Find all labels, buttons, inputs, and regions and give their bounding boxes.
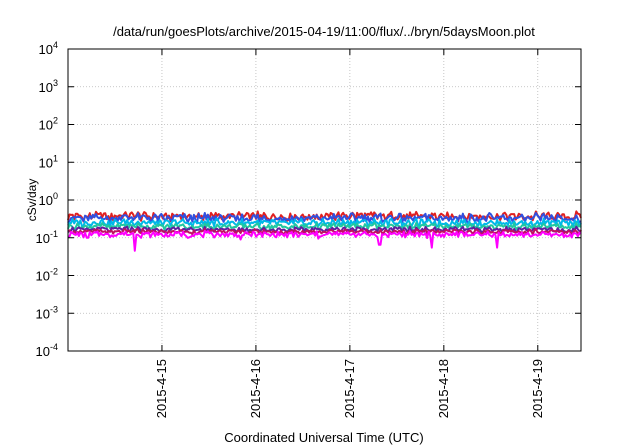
y-tick-label: 10-4: [36, 342, 58, 359]
series-lines: [67, 210, 582, 252]
x-tick-label: 2015-4-15: [154, 359, 169, 418]
y-tick-label: 10-2: [36, 267, 58, 284]
series-line: [67, 212, 582, 224]
grid: [68, 49, 581, 351]
series-line: [67, 217, 582, 229]
y-tick-label: 100: [39, 191, 58, 208]
plot-frame: [67, 48, 582, 352]
y-tick-label: 10-1: [36, 229, 58, 246]
x-tick-label: 2015-4-19: [530, 359, 545, 418]
x-tick-label: 2015-4-16: [248, 359, 263, 418]
y-axis: 10-4 10-3 10-2 10-1 100 101 102 103 104: [36, 40, 581, 359]
x-axis: 2015-4-15 2015-4-16 2015-4-17 2015-4-18 2015…: [154, 49, 545, 418]
x-axis-label: Coordinated Universal Time (UTC): [224, 430, 423, 445]
chart-title: /data/run/goesPlots/archive/2015-04-19/1…: [113, 24, 535, 39]
y-tick-label: 104: [39, 40, 58, 57]
y-tick-label: 102: [39, 116, 58, 133]
y-tick-label: 101: [39, 153, 58, 170]
y-axis-label: cSv/day: [25, 179, 39, 222]
series-line: [67, 230, 582, 252]
x-tick-label: 2015-4-17: [342, 359, 357, 418]
y-tick-label: 10-3: [36, 304, 58, 321]
y-tick-label: 103: [39, 78, 58, 95]
x-tick-label: 2015-4-18: [436, 359, 451, 418]
